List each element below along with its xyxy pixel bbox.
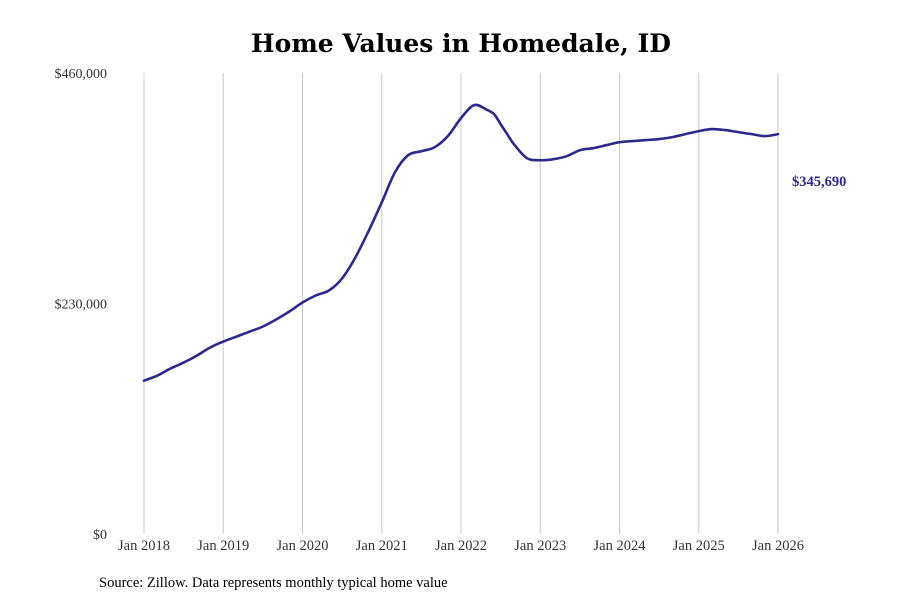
x-tick-label: Jan 2026: [752, 538, 804, 554]
y-tick-label: $0: [93, 528, 107, 543]
gridlines: [143, 73, 779, 534]
x-tick-label: Jan 2020: [277, 538, 329, 554]
source-note: Source: Zillow. Data represents monthly …: [99, 575, 448, 591]
end-value-label: $345,690: [792, 174, 846, 190]
x-tick-label: Jan 2024: [594, 538, 647, 554]
y-axis-ticks: $0 $230,000 $460,000: [55, 67, 108, 543]
series-line-home-value: [142, 103, 780, 382]
x-tick-label: Jan 2025: [673, 538, 725, 554]
x-tick-label: Jan 2022: [435, 538, 487, 554]
chart-title: Home Values in Homedale, ID: [251, 29, 671, 58]
x-tick-label: Jan 2023: [514, 538, 566, 554]
y-tick-label: $460,000: [55, 67, 108, 82]
y-tick-label: $230,000: [55, 298, 108, 313]
x-tick-label: Jan 2019: [197, 538, 249, 554]
x-axis-ticks: Jan 2018 Jan 2019 Jan 2020 Jan 2021 Jan 2022…: [118, 538, 804, 554]
x-tick-label: Jan 2018: [118, 538, 170, 554]
x-tick-label: Jan 2021: [356, 538, 408, 554]
